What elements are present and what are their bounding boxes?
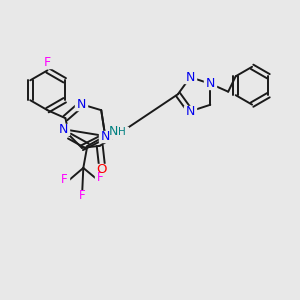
Text: F: F	[79, 189, 86, 202]
Bar	[95, 173, 105, 183]
Bar	[99, 130, 111, 142]
Bar	[43, 58, 52, 68]
Text: N: N	[100, 130, 110, 142]
Text: O: O	[97, 163, 107, 176]
Text: N: N	[76, 98, 86, 111]
Bar	[184, 72, 196, 83]
Bar	[184, 106, 196, 117]
Bar	[59, 175, 69, 185]
Bar	[77, 192, 87, 202]
Text: F: F	[61, 173, 68, 186]
Bar	[57, 124, 69, 135]
Text: F: F	[44, 56, 51, 69]
Text: N: N	[109, 125, 118, 138]
Bar	[96, 164, 108, 175]
Bar	[108, 128, 127, 138]
Text: N: N	[206, 77, 215, 90]
Text: N: N	[59, 123, 68, 136]
Text: N: N	[186, 105, 195, 118]
Text: N: N	[186, 71, 195, 84]
Text: H: H	[118, 127, 125, 137]
Text: F: F	[97, 171, 104, 184]
Bar	[75, 99, 87, 110]
Bar	[204, 78, 216, 89]
